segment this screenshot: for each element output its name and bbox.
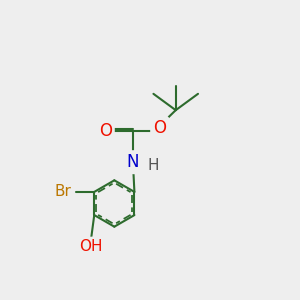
Text: N: N [127,153,139,171]
Text: O: O [99,122,112,140]
Text: OH: OH [80,239,103,254]
Text: N: N [127,153,139,171]
Text: H: H [148,158,160,173]
Text: OH: OH [80,239,103,254]
Text: Br: Br [55,184,71,200]
Text: O: O [153,119,166,137]
Text: O: O [153,119,166,137]
Text: H: H [148,158,160,173]
Text: Br: Br [55,184,71,200]
Text: O: O [99,122,112,140]
